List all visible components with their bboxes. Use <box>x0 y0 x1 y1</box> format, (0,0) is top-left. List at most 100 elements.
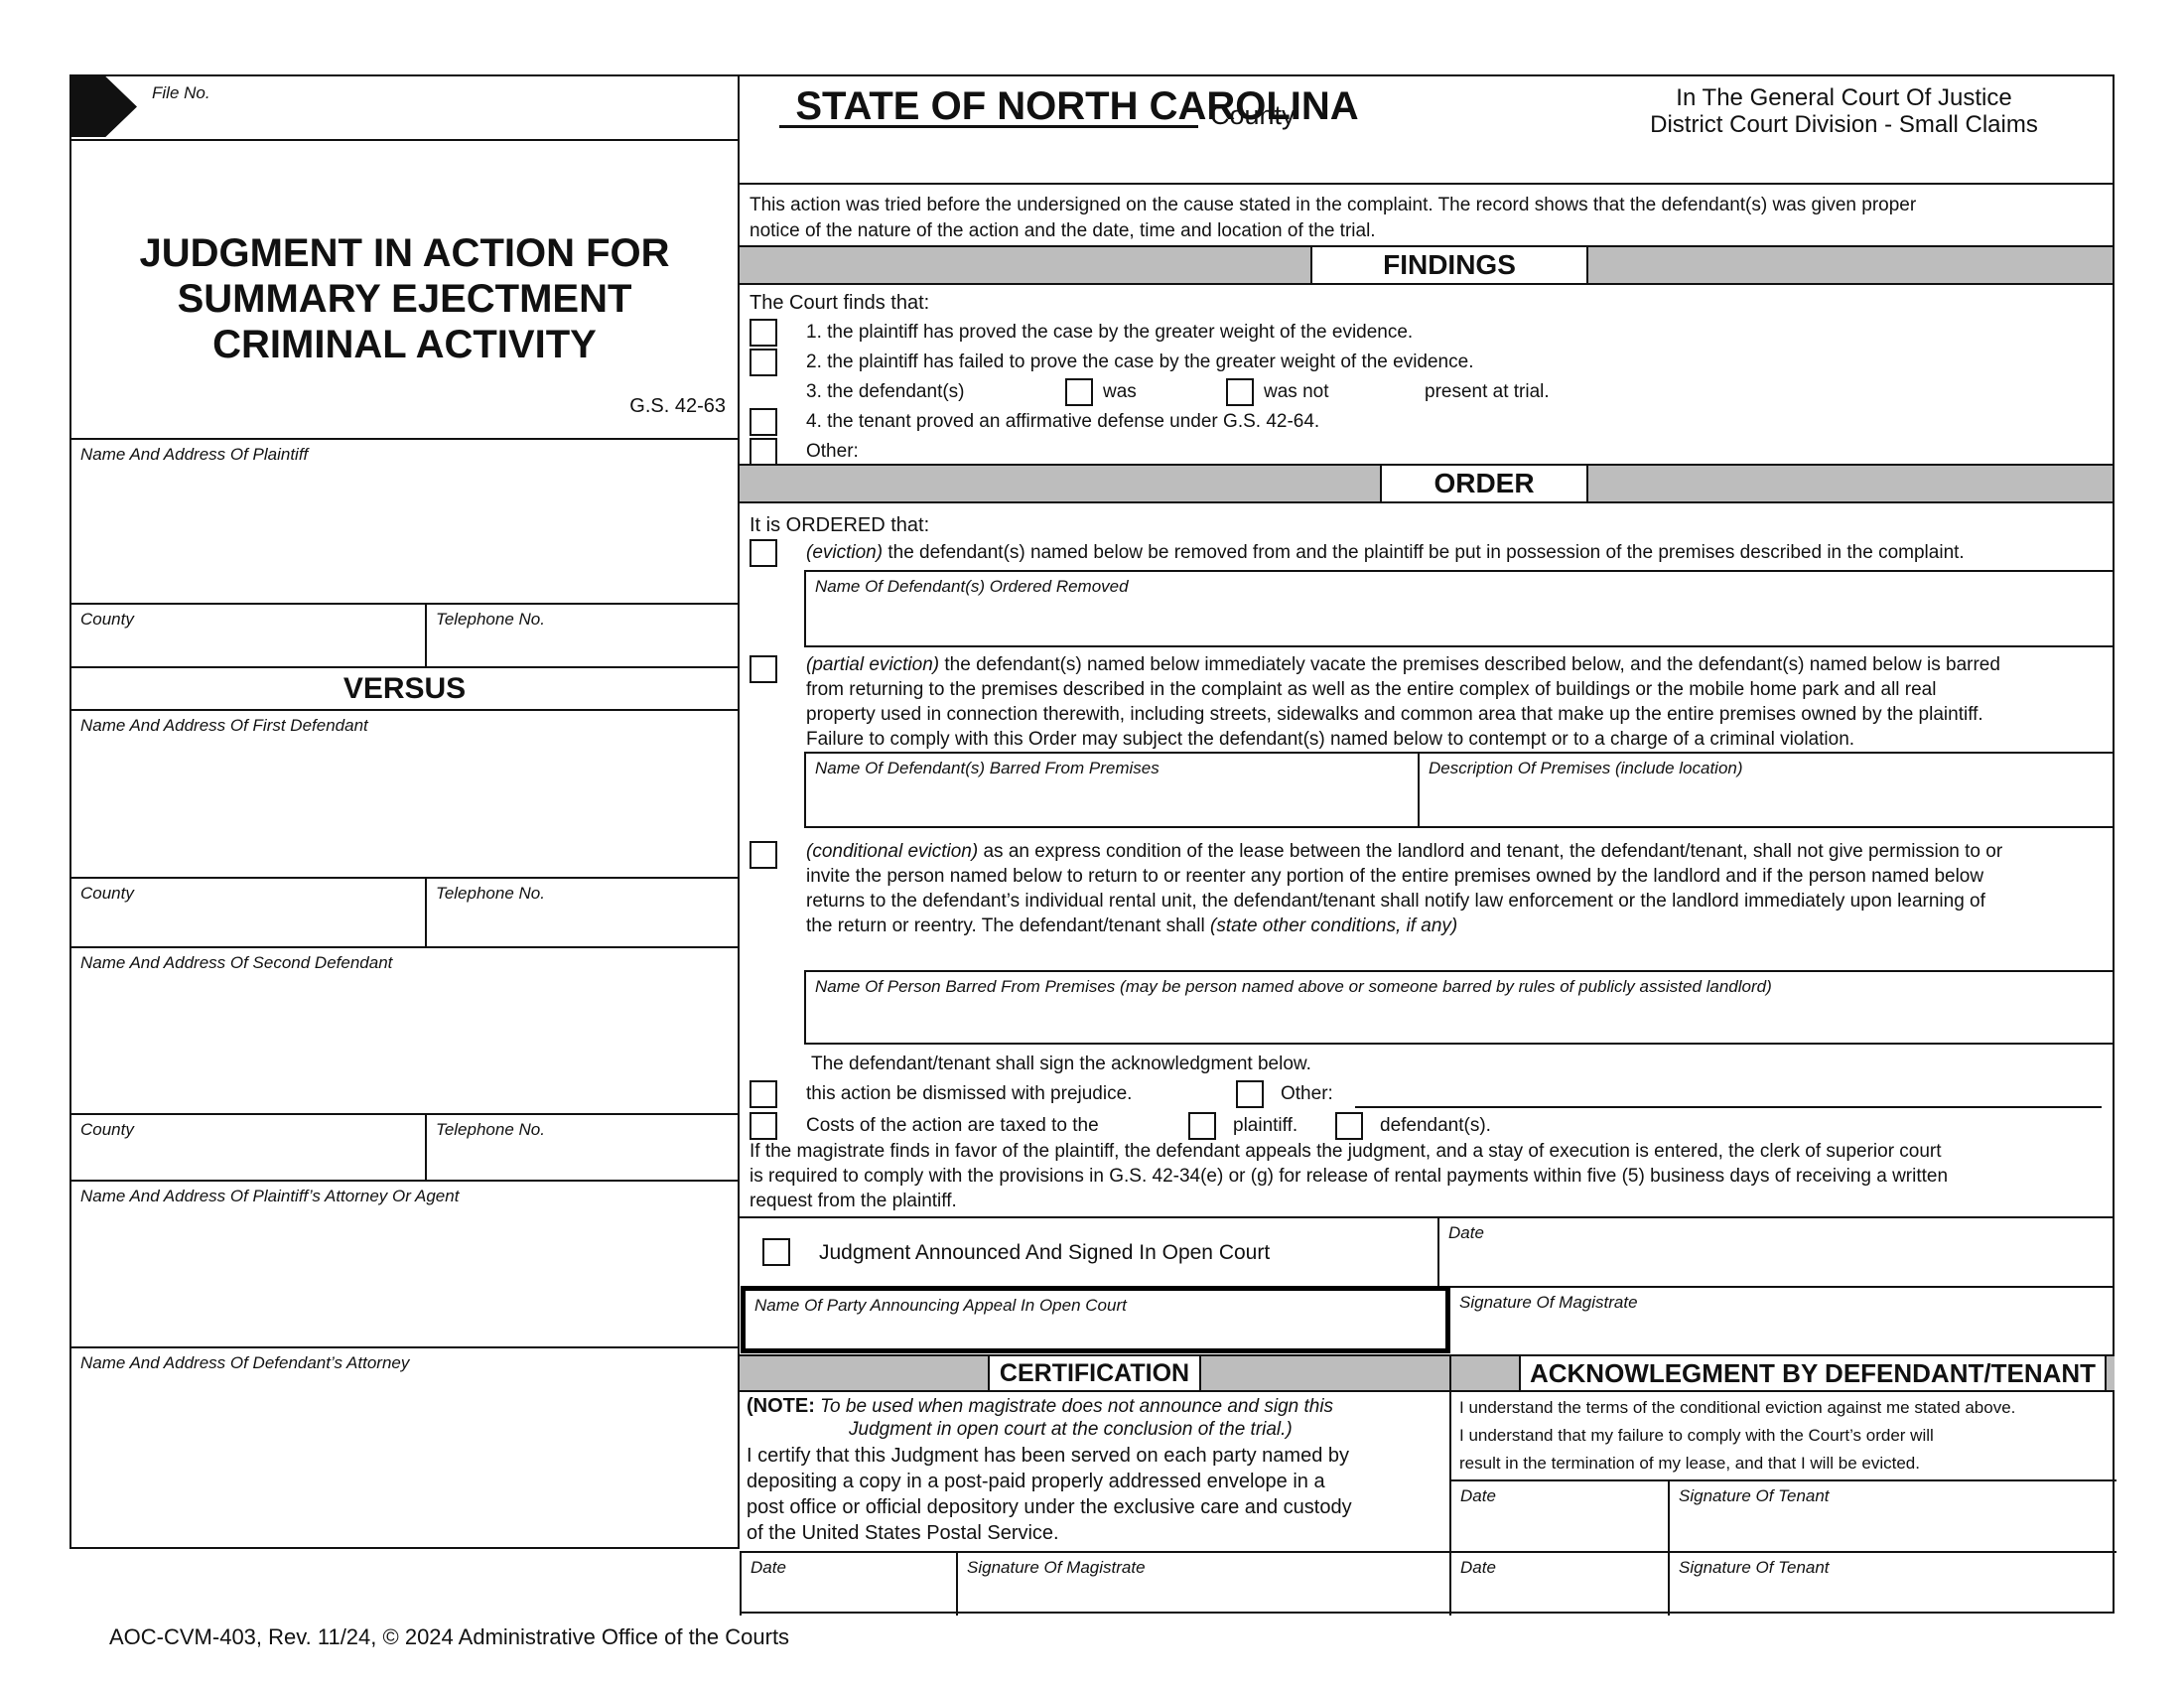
defendant-attorney-box[interactable]: Name And Address Of Defendant’s Attorney <box>71 1348 738 1549</box>
order-header: ORDER <box>1380 466 1588 501</box>
telephone-label: Telephone No. <box>436 884 545 903</box>
acknowledgment-bar: ACKNOWLEGMENT BY DEFENDANT/TENANT <box>1451 1354 2115 1392</box>
finding-1-row: 1. the plaintiff has proved the case by … <box>740 318 2113 348</box>
plaintiff-county-telephone-row: County Telephone No. <box>71 605 738 668</box>
signature-magistrate-label: Signature Of Magistrate <box>967 1558 1146 1577</box>
finding-other-blank[interactable] <box>874 437 2103 466</box>
court-header: STATE OF NORTH CAROLINA County In The Ge… <box>740 76 2113 185</box>
costs-defendant-label: defendant(s). <box>1380 1115 1491 1136</box>
certification-bar: CERTIFICATION <box>740 1354 1449 1392</box>
caption-column: File No. JUDGMENT IN ACTION FOR SUMMARY … <box>69 74 740 1549</box>
second-defendant-county-telephone-row: County Telephone No. <box>71 1115 738 1182</box>
conditional-eviction-checkbox[interactable] <box>750 841 777 869</box>
tenant-signature-cell-2[interactable]: Signature Of Tenant <box>1670 1553 2116 1616</box>
person-barred-box[interactable]: Name Of Person Barred From Premises (may… <box>804 970 2115 1045</box>
certification-date-cell[interactable]: Date <box>742 1553 958 1616</box>
finding-3-was-not-label: was not <box>1264 381 1329 402</box>
certification-body-line-4: of the United States Postal Service. <box>747 1522 1059 1544</box>
premises-description-cell[interactable]: Description Of Premises (include locatio… <box>1420 754 2113 826</box>
order-other-blank[interactable] <box>1355 1079 2102 1108</box>
dismissed-checkbox[interactable] <box>750 1080 777 1108</box>
second-defendant-telephone-box[interactable]: Telephone No. <box>427 1115 738 1180</box>
findings-bar: FINDINGS <box>740 245 2113 285</box>
magistrate-signature-cell[interactable]: Signature Of Magistrate <box>1450 1286 2115 1353</box>
order-bar: ORDER <box>740 464 2113 503</box>
plaintiff-attorney-box[interactable]: Name And Address Of Plaintiff’s Attorney… <box>71 1182 738 1348</box>
magistrate-date-cell[interactable]: Date <box>1437 1216 2115 1286</box>
costs-plaintiff-checkbox[interactable] <box>1188 1112 1216 1140</box>
order-lead: It is ORDERED that: <box>750 514 930 536</box>
tenant-date-cell-2[interactable]: Date <box>1451 1553 1670 1616</box>
costs-row: Costs of the action are taxed to the pla… <box>740 1111 2113 1141</box>
findings-lead: The Court finds that: <box>750 292 930 314</box>
costs-checkbox[interactable] <box>750 1112 777 1140</box>
partial-eviction-line-3: property used in connection therewith, i… <box>806 704 1983 725</box>
first-defendant-label: Name And Address Of First Defendant <box>80 716 368 735</box>
main-column: STATE OF NORTH CAROLINA County In The Ge… <box>740 74 2116 1616</box>
acknowledgment-line-3: result in the termination of my lease, a… <box>1459 1454 1920 1473</box>
finding-3-present-label: present at trial. <box>1425 381 1550 402</box>
conditional-eviction-line-3: returns to the defendant’s individual re… <box>806 891 1985 912</box>
eviction-checkbox[interactable] <box>750 539 777 567</box>
stay-line-1: If the magistrate finds in favor of the … <box>750 1141 1942 1162</box>
appeal-party-box[interactable]: Name Of Party Announcing Appeal In Open … <box>741 1286 1450 1353</box>
acknowledgment-header: ACKNOWLEGMENT BY DEFENDANT/TENANT <box>1519 1356 2107 1390</box>
partial-eviction-checkbox[interactable] <box>750 655 777 683</box>
finding-4-checkbox[interactable] <box>750 408 777 436</box>
acknowledgment-line-1: I understand the terms of the conditiona… <box>1459 1398 2016 1417</box>
first-defendant-telephone-box[interactable]: Telephone No. <box>427 879 738 946</box>
costs-defendant-checkbox[interactable] <box>1335 1112 1363 1140</box>
county-header-label: County <box>1210 100 1296 130</box>
finding-4-text: 4. the tenant proved an affirmative defe… <box>806 411 1320 432</box>
judgment-announced-checkbox[interactable] <box>762 1238 790 1266</box>
second-defendant-county-box[interactable]: County <box>71 1115 427 1180</box>
certification-note-line-2: Judgment in open court at the conclusion… <box>849 1419 1293 1440</box>
finding-3-was-checkbox[interactable] <box>1065 378 1093 406</box>
order-other-checkbox[interactable] <box>1236 1080 1264 1108</box>
second-defendant-label: Name And Address Of Second Defendant <box>80 953 393 972</box>
form-number-footer: AOC-CVM-403, Rev. 11/24, © 2024 Administ… <box>109 1624 790 1649</box>
finding-3-was-not-checkbox[interactable] <box>1226 378 1254 406</box>
finding-1-checkbox[interactable] <box>750 319 777 347</box>
certification-signature-row: Date Signature Of Magistrate <box>740 1551 1449 1616</box>
tenant-date-cell-1[interactable]: Date <box>1451 1481 1670 1551</box>
plaintiff-name-address-box[interactable]: Name And Address Of Plaintiff <box>71 440 738 605</box>
finding-3-was-label: was <box>1103 381 1137 402</box>
second-defendant-name-address-box[interactable]: Name And Address Of Second Defendant <box>71 948 738 1115</box>
order-other-label: Other: <box>1281 1083 1333 1104</box>
tenant-signature-cell-1[interactable]: Signature Of Tenant <box>1670 1481 2116 1551</box>
first-defendant-county-telephone-row: County Telephone No. <box>71 879 738 948</box>
date-label: Date <box>751 1558 786 1577</box>
premises-description-label: Description Of Premises (include locatio… <box>1429 759 1743 777</box>
defendants-removed-box[interactable]: Name Of Defendant(s) Ordered Removed <box>804 570 2115 647</box>
county-blank-line[interactable] <box>779 76 1198 128</box>
defendants-barred-cell[interactable]: Name Of Defendant(s) Barred From Premise… <box>806 754 1420 826</box>
eviction-row: (eviction) the defendant(s) named below … <box>740 538 2113 568</box>
signature-magistrate-label: Signature Of Magistrate <box>1459 1293 1638 1312</box>
plaintiff-county-box[interactable]: County <box>71 605 427 666</box>
acknowledgment-column: ACKNOWLEGMENT BY DEFENDANT/TENANT I unde… <box>1449 1354 2116 1616</box>
plaintiff-telephone-box[interactable]: Telephone No. <box>427 605 738 666</box>
tenant-signature-row-1: Date Signature Of Tenant <box>1451 1479 2116 1551</box>
county-label: County <box>80 1120 134 1139</box>
partial-eviction-line-1: (partial eviction) the defendant(s) name… <box>806 654 2000 675</box>
partial-eviction-line-2: from returning to the premises described… <box>806 679 1937 700</box>
certification-magistrate-signature-cell[interactable]: Signature Of Magistrate <box>958 1553 1449 1616</box>
first-defendant-county-box[interactable]: County <box>71 879 427 946</box>
stay-line-2: is required to comply with the provision… <box>750 1166 1949 1187</box>
finding-2-row: 2. the plaintiff has failed to prove the… <box>740 348 2113 377</box>
date-label: Date <box>1460 1486 1496 1505</box>
finding-other-checkbox[interactable] <box>750 438 777 466</box>
first-defendant-name-address-box[interactable]: Name And Address Of First Defendant <box>71 711 738 879</box>
finding-other-row: Other: <box>740 437 2113 467</box>
conditional-eviction-line-2: invite the person named below to return … <box>806 866 1984 887</box>
conditional-eviction-line-4: the return or reentry. The defendant/ten… <box>806 915 1458 936</box>
tenant-signature-row-2: Date Signature Of Tenant <box>1451 1551 2116 1616</box>
file-no-label: File No. <box>152 83 210 102</box>
file-no-box[interactable]: File No. <box>71 76 738 141</box>
person-barred-label: Name Of Person Barred From Premises (may… <box>815 977 1772 996</box>
finding-other-label: Other: <box>806 441 859 462</box>
finding-2-checkbox[interactable] <box>750 349 777 376</box>
telephone-label: Telephone No. <box>436 1120 545 1139</box>
versus-row: VERSUS <box>71 668 738 711</box>
